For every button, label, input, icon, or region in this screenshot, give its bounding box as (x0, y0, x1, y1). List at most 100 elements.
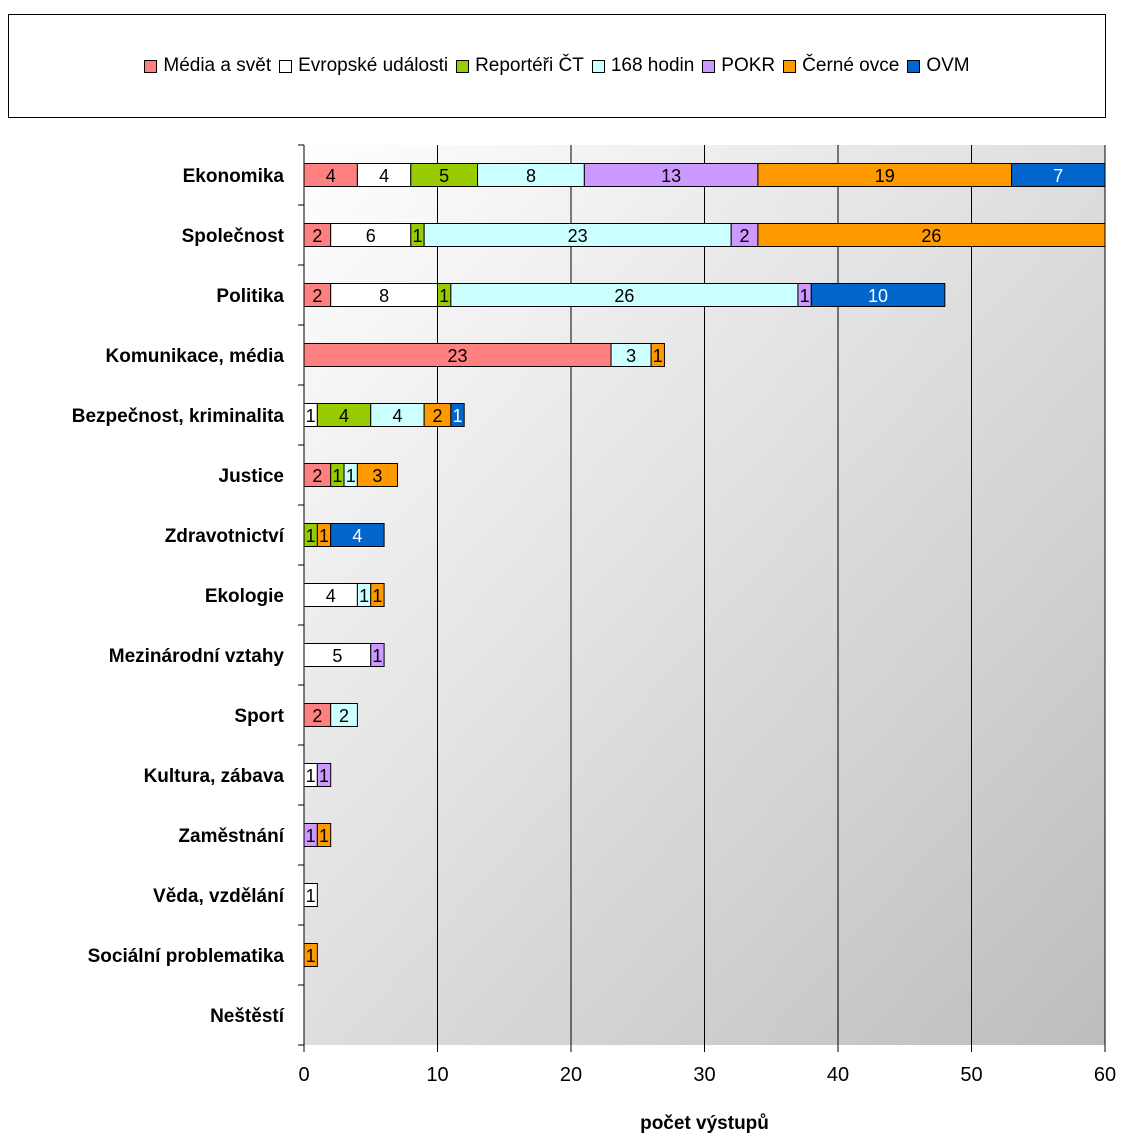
data-label: 1 (653, 346, 663, 366)
bar-segment (757, 163, 1013, 187)
bar-segment (303, 583, 358, 607)
data-label: 1 (439, 286, 449, 306)
category-label: Ekonomika (183, 166, 285, 187)
bar-segment (330, 463, 345, 487)
data-label: 1 (412, 226, 422, 246)
bar-segment (316, 763, 332, 787)
bar-segment (303, 163, 358, 187)
data-label: 1 (346, 466, 356, 486)
category-label: Společnost (182, 226, 285, 247)
bar-segment (303, 823, 318, 847)
bar-segment (730, 223, 759, 247)
legend-swatch (907, 59, 921, 73)
data-label: 4 (326, 166, 336, 186)
data-label: 1 (319, 766, 329, 786)
bar-segment (410, 223, 425, 247)
data-label: 6 (366, 226, 376, 246)
data-label: 4 (339, 406, 349, 426)
bar-segment (757, 223, 1106, 247)
bar-segment (370, 583, 385, 607)
category-label: Sport (234, 706, 284, 727)
data-label: 1 (372, 586, 382, 606)
legend-label: Evropské události (298, 55, 449, 76)
data-label: 1 (359, 586, 369, 606)
legend-label: POKR (721, 55, 776, 76)
plot-background (304, 145, 1105, 1045)
data-label: 4 (379, 166, 389, 186)
data-label: 2 (312, 226, 322, 246)
legend-entry: OVM (907, 55, 970, 77)
bar-segment (356, 463, 398, 487)
legend-items: Média a svět Evropské události Reportéři Č… (9, 15, 1105, 117)
data-label: 4 (326, 586, 336, 606)
legend-entry: 168 hodin (591, 55, 695, 77)
category-label: Ekologie (205, 586, 284, 607)
x-tick-label: 10 (426, 1064, 448, 1086)
data-label: 8 (526, 166, 536, 186)
data-label: 1 (306, 886, 316, 906)
bar-segment (437, 283, 452, 307)
bar-segment (330, 283, 439, 307)
bar-segment (583, 163, 759, 187)
legend-label: 168 hodin (610, 55, 695, 76)
legend-swatch (144, 59, 158, 73)
x-axis-title: počet výstupů (640, 1113, 769, 1134)
data-label: 3 (626, 346, 636, 366)
category-label: Zdravotnictví (165, 526, 285, 547)
bar-segment (810, 283, 946, 307)
bar-segment (303, 763, 318, 787)
legend-label: Černé ovce (802, 55, 900, 76)
bar-segment (303, 223, 332, 247)
data-label: 13 (661, 166, 681, 186)
data-label: 19 (875, 166, 895, 186)
category-label: Bezpečnost, kriminalita (72, 406, 285, 427)
legend-label: Média a svět (163, 55, 272, 76)
data-label: 4 (352, 526, 362, 546)
bar-segment (356, 583, 372, 607)
bar-segment (1011, 163, 1106, 187)
data-label: 5 (439, 166, 449, 186)
bar-segment (303, 283, 332, 307)
bar-segment (610, 343, 652, 367)
data-label: 1 (332, 466, 342, 486)
legend-entry: Média a svět (144, 55, 271, 77)
bar-segment (303, 943, 318, 967)
x-tick-label: 40 (827, 1064, 849, 1086)
bar-segment (303, 403, 318, 427)
legend-entry: Reportéři ČT (456, 55, 584, 77)
data-label: 1 (800, 286, 810, 306)
category-label: Mezinárodní vztahy (109, 646, 285, 667)
legend-swatch (591, 59, 605, 73)
bar-segment (370, 403, 425, 427)
legend-swatch (783, 59, 797, 73)
x-tick-label: 20 (560, 1064, 582, 1086)
data-label: 2 (312, 286, 322, 306)
data-label: 8 (379, 286, 389, 306)
category-label: Komunikace, média (106, 346, 285, 367)
bar-segment (423, 223, 732, 247)
bar-segment (450, 403, 465, 427)
data-label: 5 (332, 646, 342, 666)
bar-segment (330, 703, 358, 727)
data-label: 7 (1053, 166, 1063, 186)
x-tick-label: 60 (1094, 1064, 1116, 1086)
data-label: 2 (740, 226, 750, 246)
bar-segment (303, 463, 332, 487)
category-label: Zaměstnání (178, 826, 284, 847)
category-label: Justice (219, 466, 284, 487)
data-label: 10 (868, 286, 888, 306)
data-label: 2 (432, 406, 442, 426)
legend-label: OVM (926, 55, 970, 76)
data-label: 1 (372, 646, 382, 666)
bar-segment (316, 403, 372, 427)
bar-segment (450, 283, 799, 307)
data-label: 2 (339, 706, 349, 726)
data-label: 23 (568, 226, 588, 246)
data-label: 1 (306, 766, 316, 786)
bar-segment (316, 523, 332, 547)
category-label: Sociální problematika (88, 946, 285, 967)
bar-segment (330, 523, 385, 547)
data-label: 23 (448, 346, 468, 366)
bar-segment (370, 643, 385, 667)
